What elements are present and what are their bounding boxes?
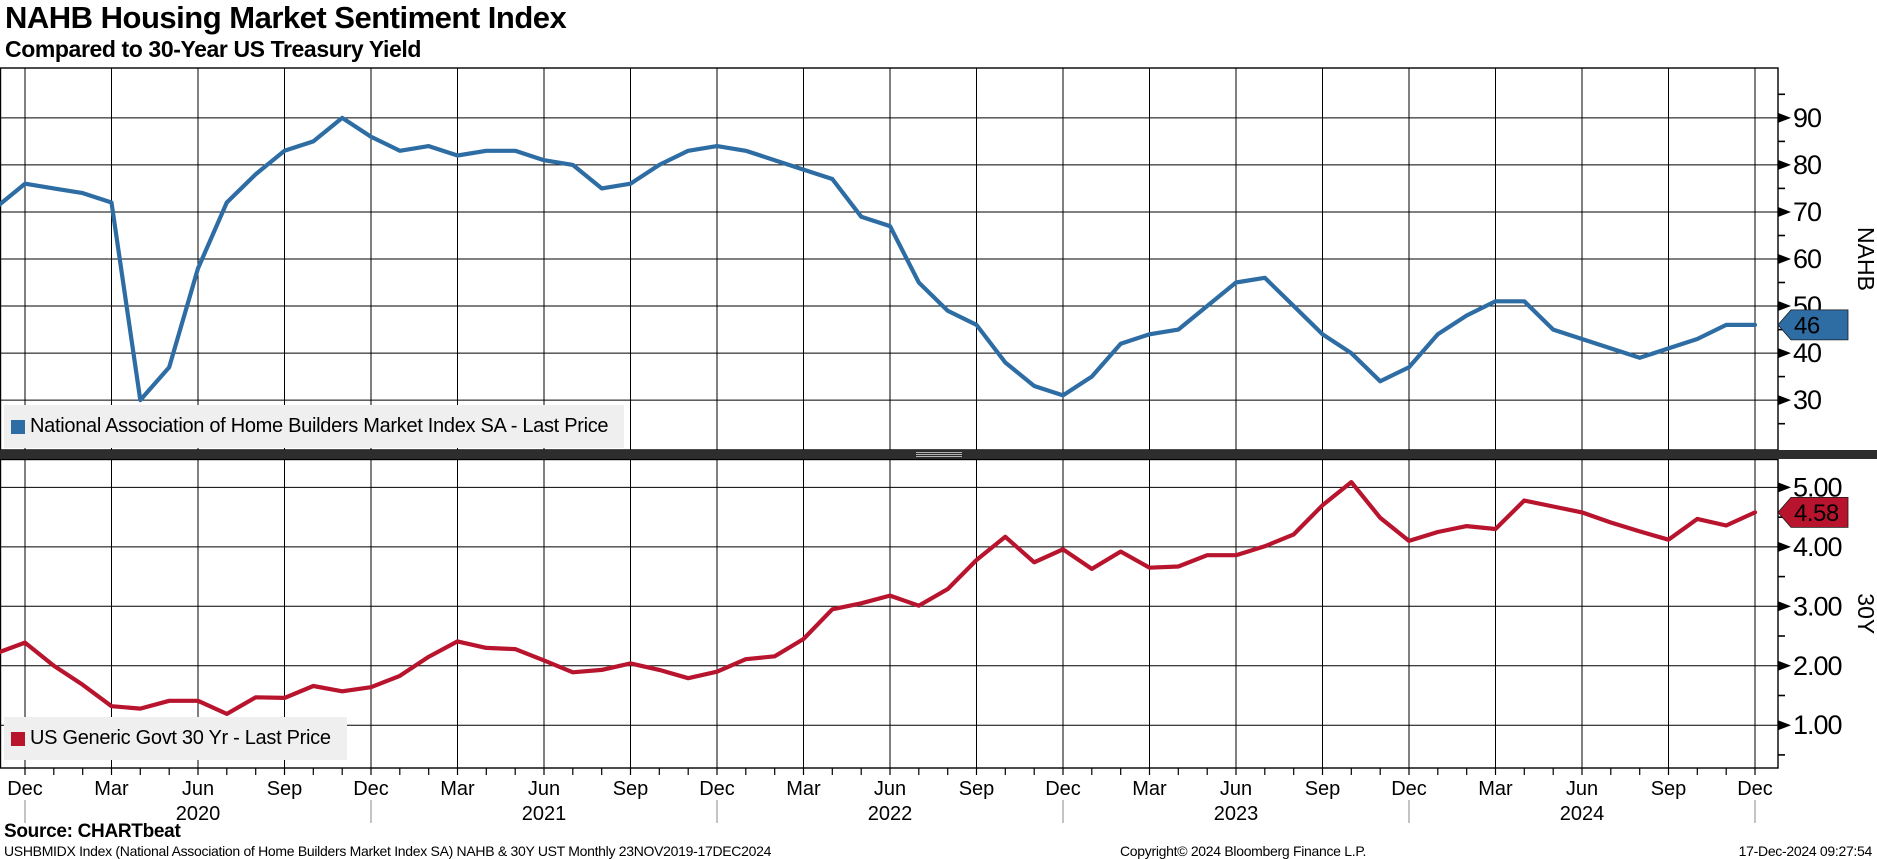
svg-text:30: 30 [1793,385,1821,415]
axis-title-top: NAHB [1853,227,1877,291]
svg-text:Sep: Sep [613,778,649,800]
legend-nahb-label: National Association of Home Builders Ma… [30,415,609,437]
svg-text:Jun: Jun [528,778,560,800]
x-axis: Dec Mar Jun Sep Dec Mar Jun Sep Dec Mar Jun Sep Dec M… [7,768,1773,825]
treasury-series-marker [11,731,25,746]
svg-text:Dec: Dec [699,778,735,800]
svg-text:60: 60 [1793,244,1821,274]
svg-text:Sep: Sep [267,778,303,800]
svg-text:Mar: Mar [440,778,475,800]
svg-text:4.00: 4.00 [1793,532,1842,562]
legend-nahb[interactable]: National Association of Home Builders Ma… [4,405,625,448]
svg-text:2023: 2023 [1214,803,1259,825]
svg-text:Jun: Jun [182,778,214,800]
svg-text:Jun: Jun [874,778,906,800]
svg-text:Jun: Jun [1566,778,1598,800]
legend-30y[interactable]: US Generic Govt 30 Yr - Last Price [4,717,347,760]
page-title: NAHB Housing Market Sentiment Index [5,0,567,35]
last-price-badge-top [1777,309,1849,341]
svg-text:2021: 2021 [522,803,567,825]
svg-text:3.00: 3.00 [1793,591,1842,621]
svg-text:Sep: Sep [1651,778,1687,800]
svg-text:2024: 2024 [1560,803,1605,825]
chart-description: USHBMIDX Index (National Association of … [4,843,772,859]
svg-text:90: 90 [1793,103,1821,133]
svg-text:Mar: Mar [1132,778,1167,800]
svg-text:Dec: Dec [1045,778,1081,800]
svg-text:80: 80 [1793,150,1821,180]
svg-text:Mar: Mar [94,778,129,800]
svg-text:70: 70 [1793,197,1821,227]
svg-text:Sep: Sep [1305,778,1341,800]
svg-text:Dec: Dec [1737,778,1773,800]
panel-divider[interactable] [0,450,1877,459]
svg-text:Jun: Jun [1220,778,1252,800]
timestamp-label: 17-Dec-2024 09:27:54 [1738,843,1873,859]
series-line-top [0,115,1758,403]
svg-text:Mar: Mar [786,778,821,800]
series-line-bottom [0,480,1758,717]
svg-text:Sep: Sep [959,778,995,800]
page-subtitle: Compared to 30-Year US Treasury Yield [5,36,421,62]
svg-text:46: 46 [1794,312,1820,339]
svg-text:40: 40 [1793,338,1821,368]
axis-title-bottom: 30Y [1853,593,1877,634]
svg-text:Dec: Dec [353,778,389,800]
svg-text:1.00: 1.00 [1793,710,1842,740]
nahb-series-marker [11,419,25,434]
divider-grip-icon [915,452,962,457]
svg-text:Dec: Dec [7,778,43,800]
source-label: Source: CHARTbeat [4,821,181,842]
svg-text:2020: 2020 [176,803,221,825]
svg-text:2022: 2022 [868,803,913,825]
svg-text:Mar: Mar [1478,778,1513,800]
legend-30y-label: US Generic Govt 30 Yr - Last Price [30,727,331,749]
copyright-label: Copyright© 2024 Bloomberg Finance L.P. [1120,843,1367,859]
last-price-badge-bottom [1777,497,1849,528]
svg-text:2.00: 2.00 [1793,651,1842,681]
svg-text:4.58: 4.58 [1794,500,1839,527]
svg-text:Dec: Dec [1391,778,1427,800]
